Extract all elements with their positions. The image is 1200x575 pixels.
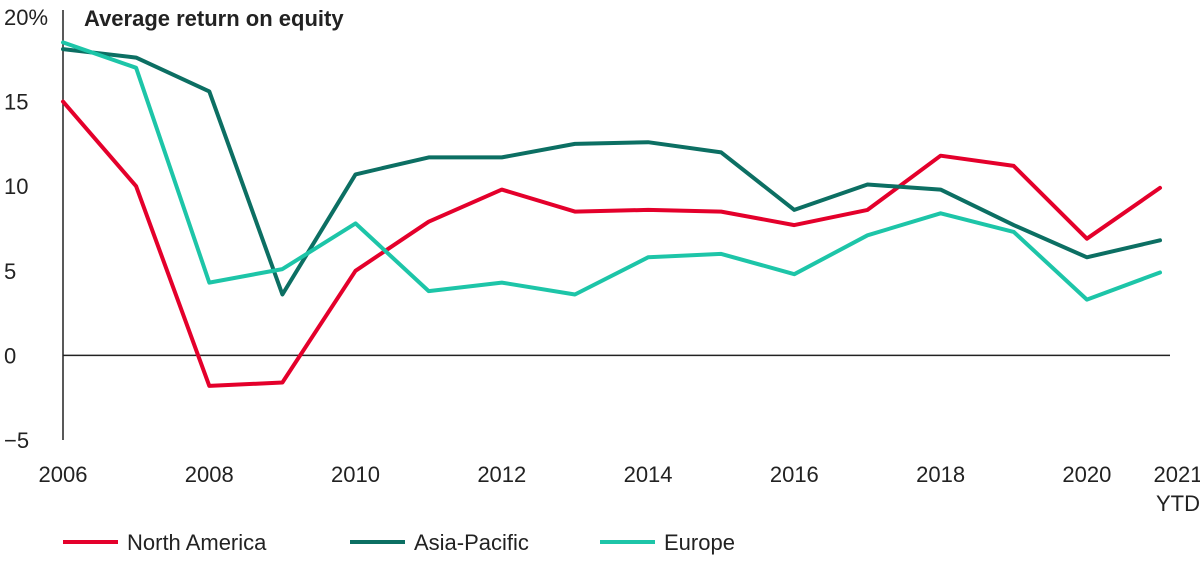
- x-tick-label: 2014: [624, 462, 673, 487]
- x-tick-label: 2010: [331, 462, 380, 487]
- series-line-europe: [61, 40, 1162, 302]
- x-tick-labels: 2006 2008 2010 2012 2014 2016 2018 2020 2021 YTD: [39, 462, 1200, 516]
- y-tick-label: 5: [4, 259, 16, 284]
- chart-title: Average return on equity: [84, 6, 344, 31]
- series-lines: [61, 40, 1162, 388]
- legend-label: Asia-Pacific: [414, 530, 529, 555]
- legend-label: Europe: [664, 530, 735, 555]
- y-tick-label: 10: [4, 174, 28, 199]
- x-tick-label: 2006: [39, 462, 88, 487]
- series-line-north-america: [61, 99, 1162, 388]
- x-tick-label: 2021: [1154, 462, 1200, 487]
- x-tick-label: YTD: [1156, 491, 1200, 516]
- x-tick-label: 2016: [770, 462, 819, 487]
- x-tick-label: 2020: [1062, 462, 1111, 487]
- chart-axes: [62, 10, 1170, 440]
- y-tick-label: 0: [4, 343, 16, 368]
- legend-label: North America: [127, 530, 267, 555]
- series-line-asia-pacific: [61, 47, 1162, 297]
- x-tick-label: 2018: [916, 462, 965, 487]
- y-tick-labels: 20% 15 10 5 0 −5: [4, 5, 48, 453]
- y-tick-label: 15: [4, 90, 28, 115]
- x-tick-label: 2008: [185, 462, 234, 487]
- x-tick-label: 2012: [477, 462, 526, 487]
- y-tick-label: 20%: [4, 5, 48, 30]
- legend: North America Asia-Pacific Europe: [63, 530, 735, 555]
- y-tick-label: −5: [4, 428, 29, 453]
